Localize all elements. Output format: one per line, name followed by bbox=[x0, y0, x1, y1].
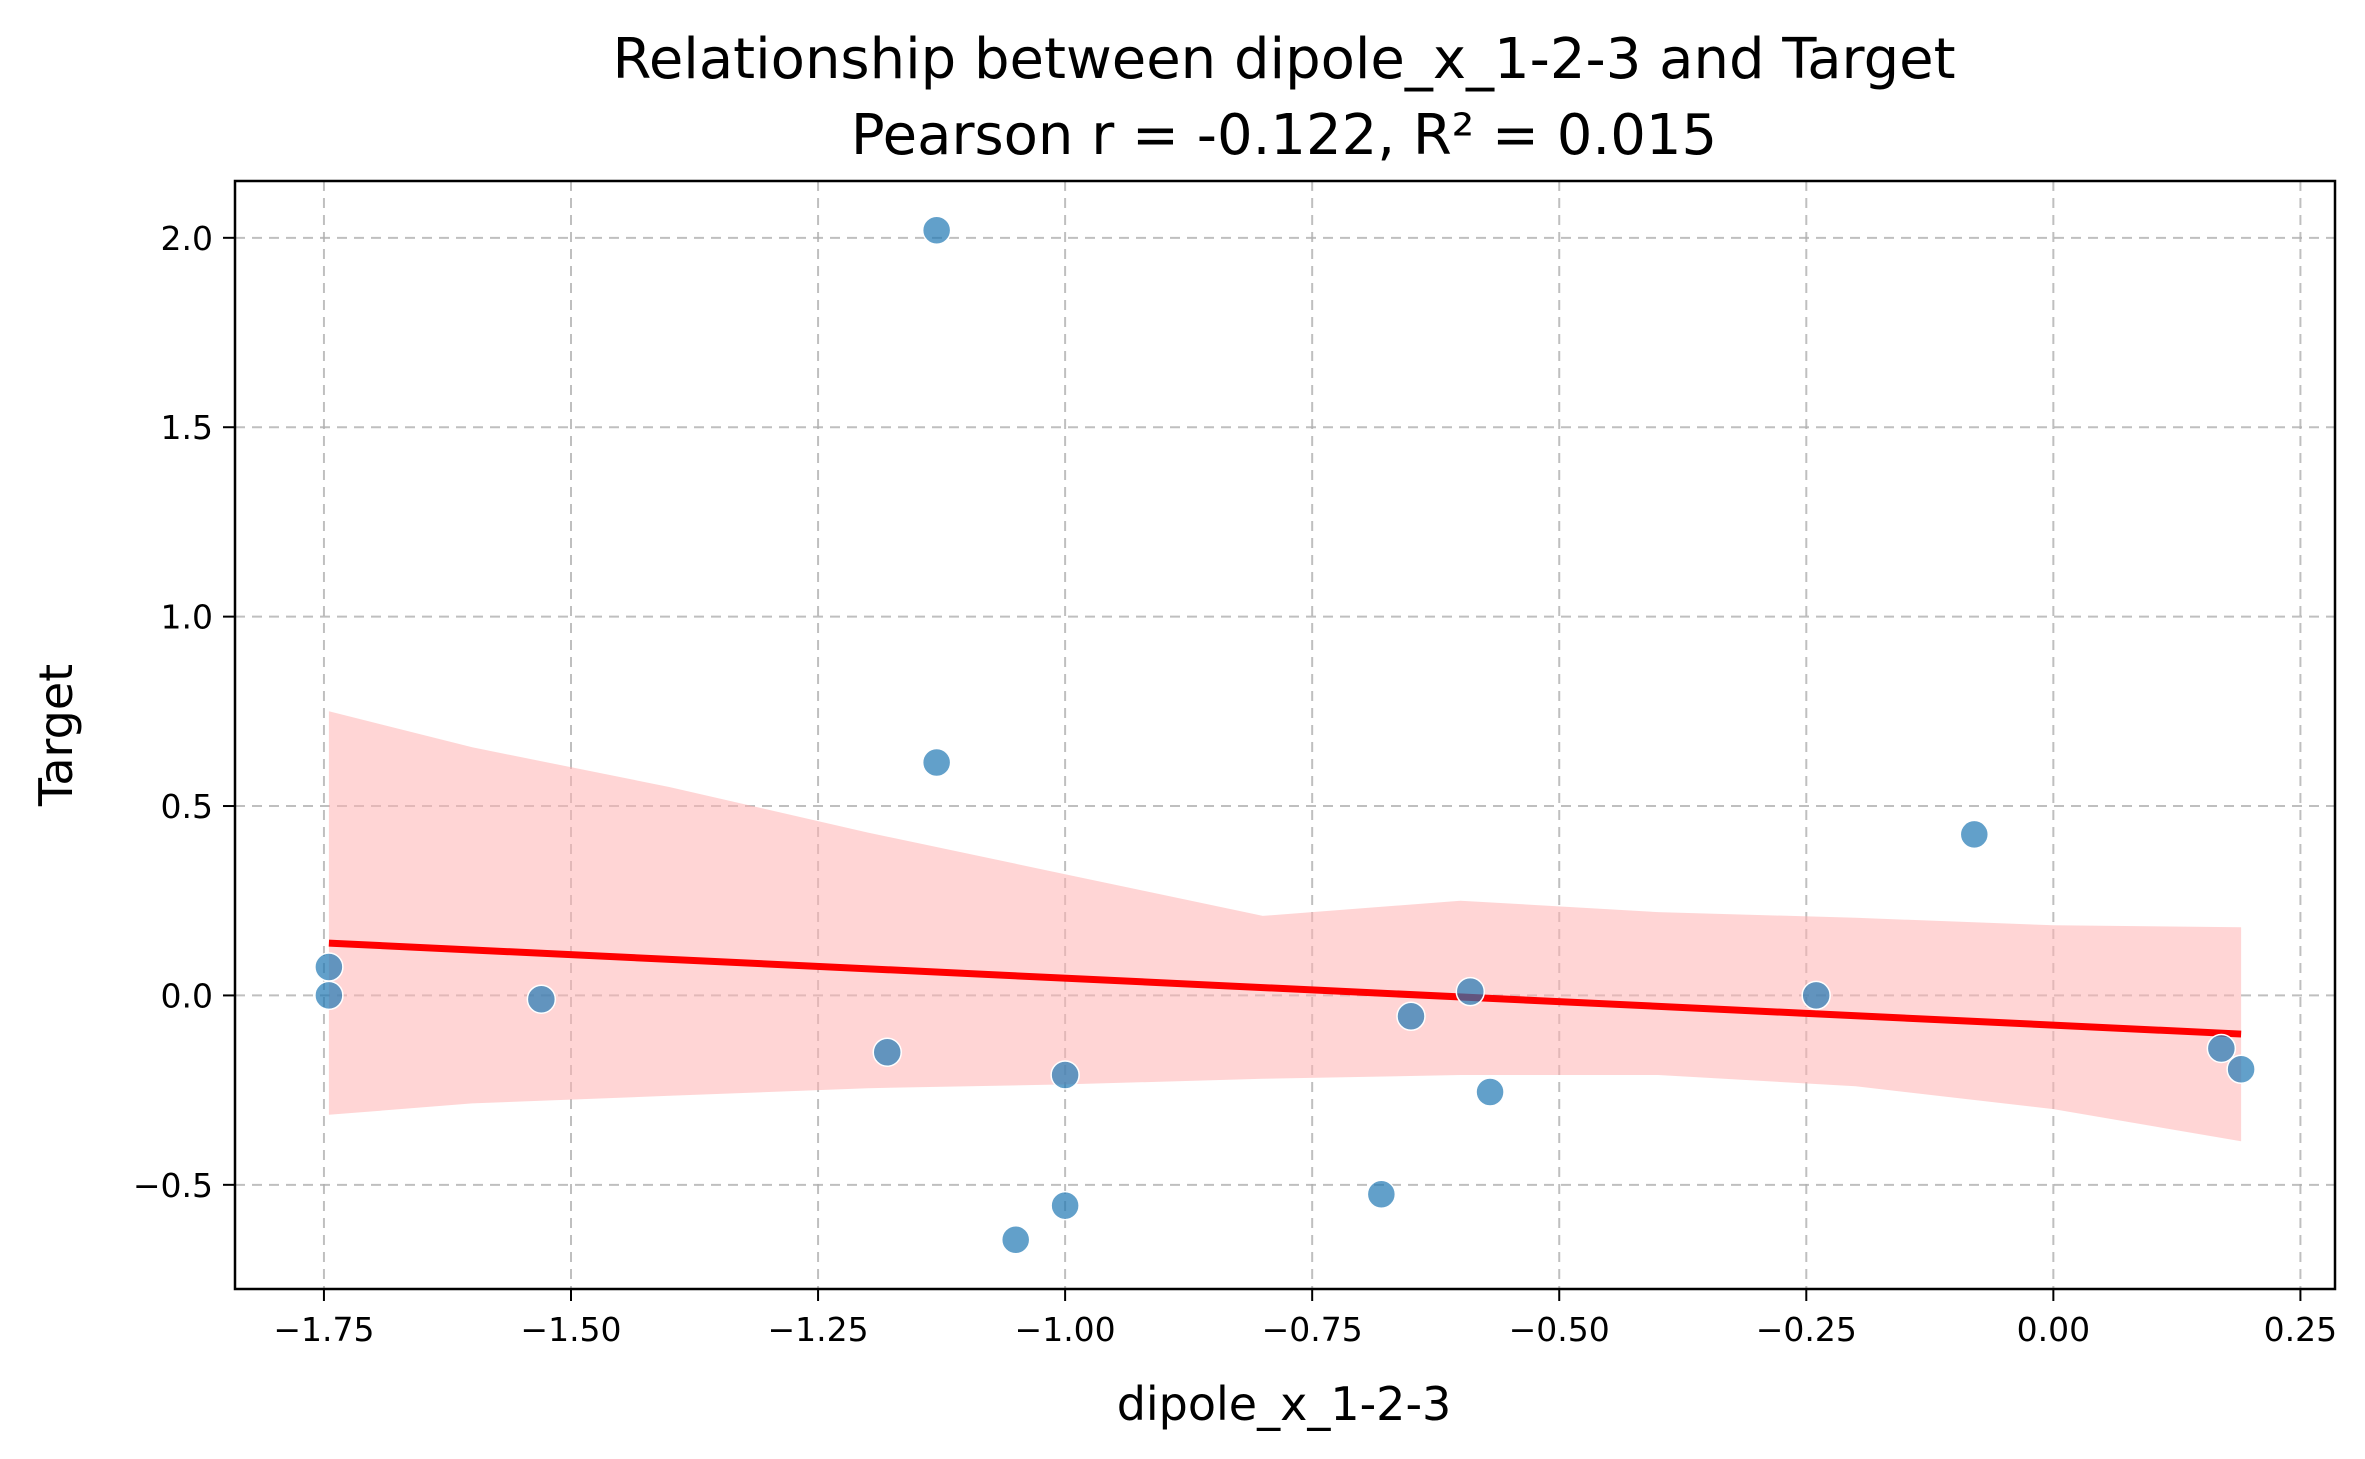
x-tick-label: 0.00 bbox=[2017, 1310, 2090, 1349]
x-tick-label: −0.75 bbox=[1262, 1310, 1363, 1349]
x-tick-label: −0.50 bbox=[1509, 1310, 1610, 1349]
x-tick-label: −0.25 bbox=[1756, 1310, 1857, 1349]
data-point bbox=[1959, 819, 1990, 850]
data-point bbox=[1050, 1060, 1080, 1090]
y-tick-label: 1.5 bbox=[161, 408, 213, 447]
data-point bbox=[1366, 1179, 1397, 1210]
y-axis-ticks: −0.5 0.0 0.5 1.0 1.5 2.0 bbox=[133, 219, 235, 1205]
x-axis-ticks: −1.75 −1.50 −1.25 −1.00 −0.75 −0.50 −0.25 0.00 0… bbox=[273, 1289, 2337, 1349]
data-point bbox=[2226, 1054, 2256, 1085]
x-tick-label: −1.25 bbox=[767, 1310, 868, 1349]
chart-subtitle: Pearson r = -0.122, R² = 0.015 bbox=[851, 103, 1717, 168]
data-point bbox=[1050, 1190, 1080, 1221]
x-tick-label: −1.50 bbox=[520, 1310, 621, 1349]
data-point bbox=[314, 952, 344, 982]
x-tick-label: −1.00 bbox=[1015, 1310, 1116, 1349]
data-point bbox=[1801, 980, 1831, 1011]
regression-line bbox=[328, 939, 2242, 1038]
data-point bbox=[1396, 1001, 1426, 1032]
y-tick-label: 0.5 bbox=[161, 787, 213, 826]
data-point bbox=[872, 1037, 902, 1067]
plot-frame bbox=[233, 179, 2337, 1291]
data-point bbox=[921, 215, 952, 245]
y-axis-label: Target bbox=[29, 664, 83, 807]
confidence-band-layer bbox=[328, 711, 2242, 1142]
data-point bbox=[526, 984, 557, 1014]
x-tick-label: 0.25 bbox=[2264, 1310, 2337, 1349]
data-point bbox=[1475, 1077, 1505, 1107]
confidence-band bbox=[328, 711, 2242, 1142]
data-point bbox=[921, 747, 952, 778]
y-tick-label: 2.0 bbox=[161, 219, 213, 258]
data-point bbox=[2206, 1033, 2237, 1064]
y-tick-label: 1.0 bbox=[161, 598, 213, 637]
data-point bbox=[1455, 976, 1486, 1007]
data-point bbox=[314, 980, 344, 1011]
x-axis-label: dipole_x_1-2-3 bbox=[1117, 1377, 1452, 1431]
regression-line-layer bbox=[328, 939, 2242, 1038]
x-tick-label: −1.75 bbox=[273, 1310, 374, 1349]
data-points bbox=[314, 215, 2256, 1255]
chart-title: Relationship between dipole_x_1-2-3 and … bbox=[612, 27, 1955, 92]
y-tick-label: 0.0 bbox=[161, 976, 213, 1015]
y-tick-label: −0.5 bbox=[133, 1166, 213, 1205]
data-point bbox=[1000, 1225, 1031, 1255]
